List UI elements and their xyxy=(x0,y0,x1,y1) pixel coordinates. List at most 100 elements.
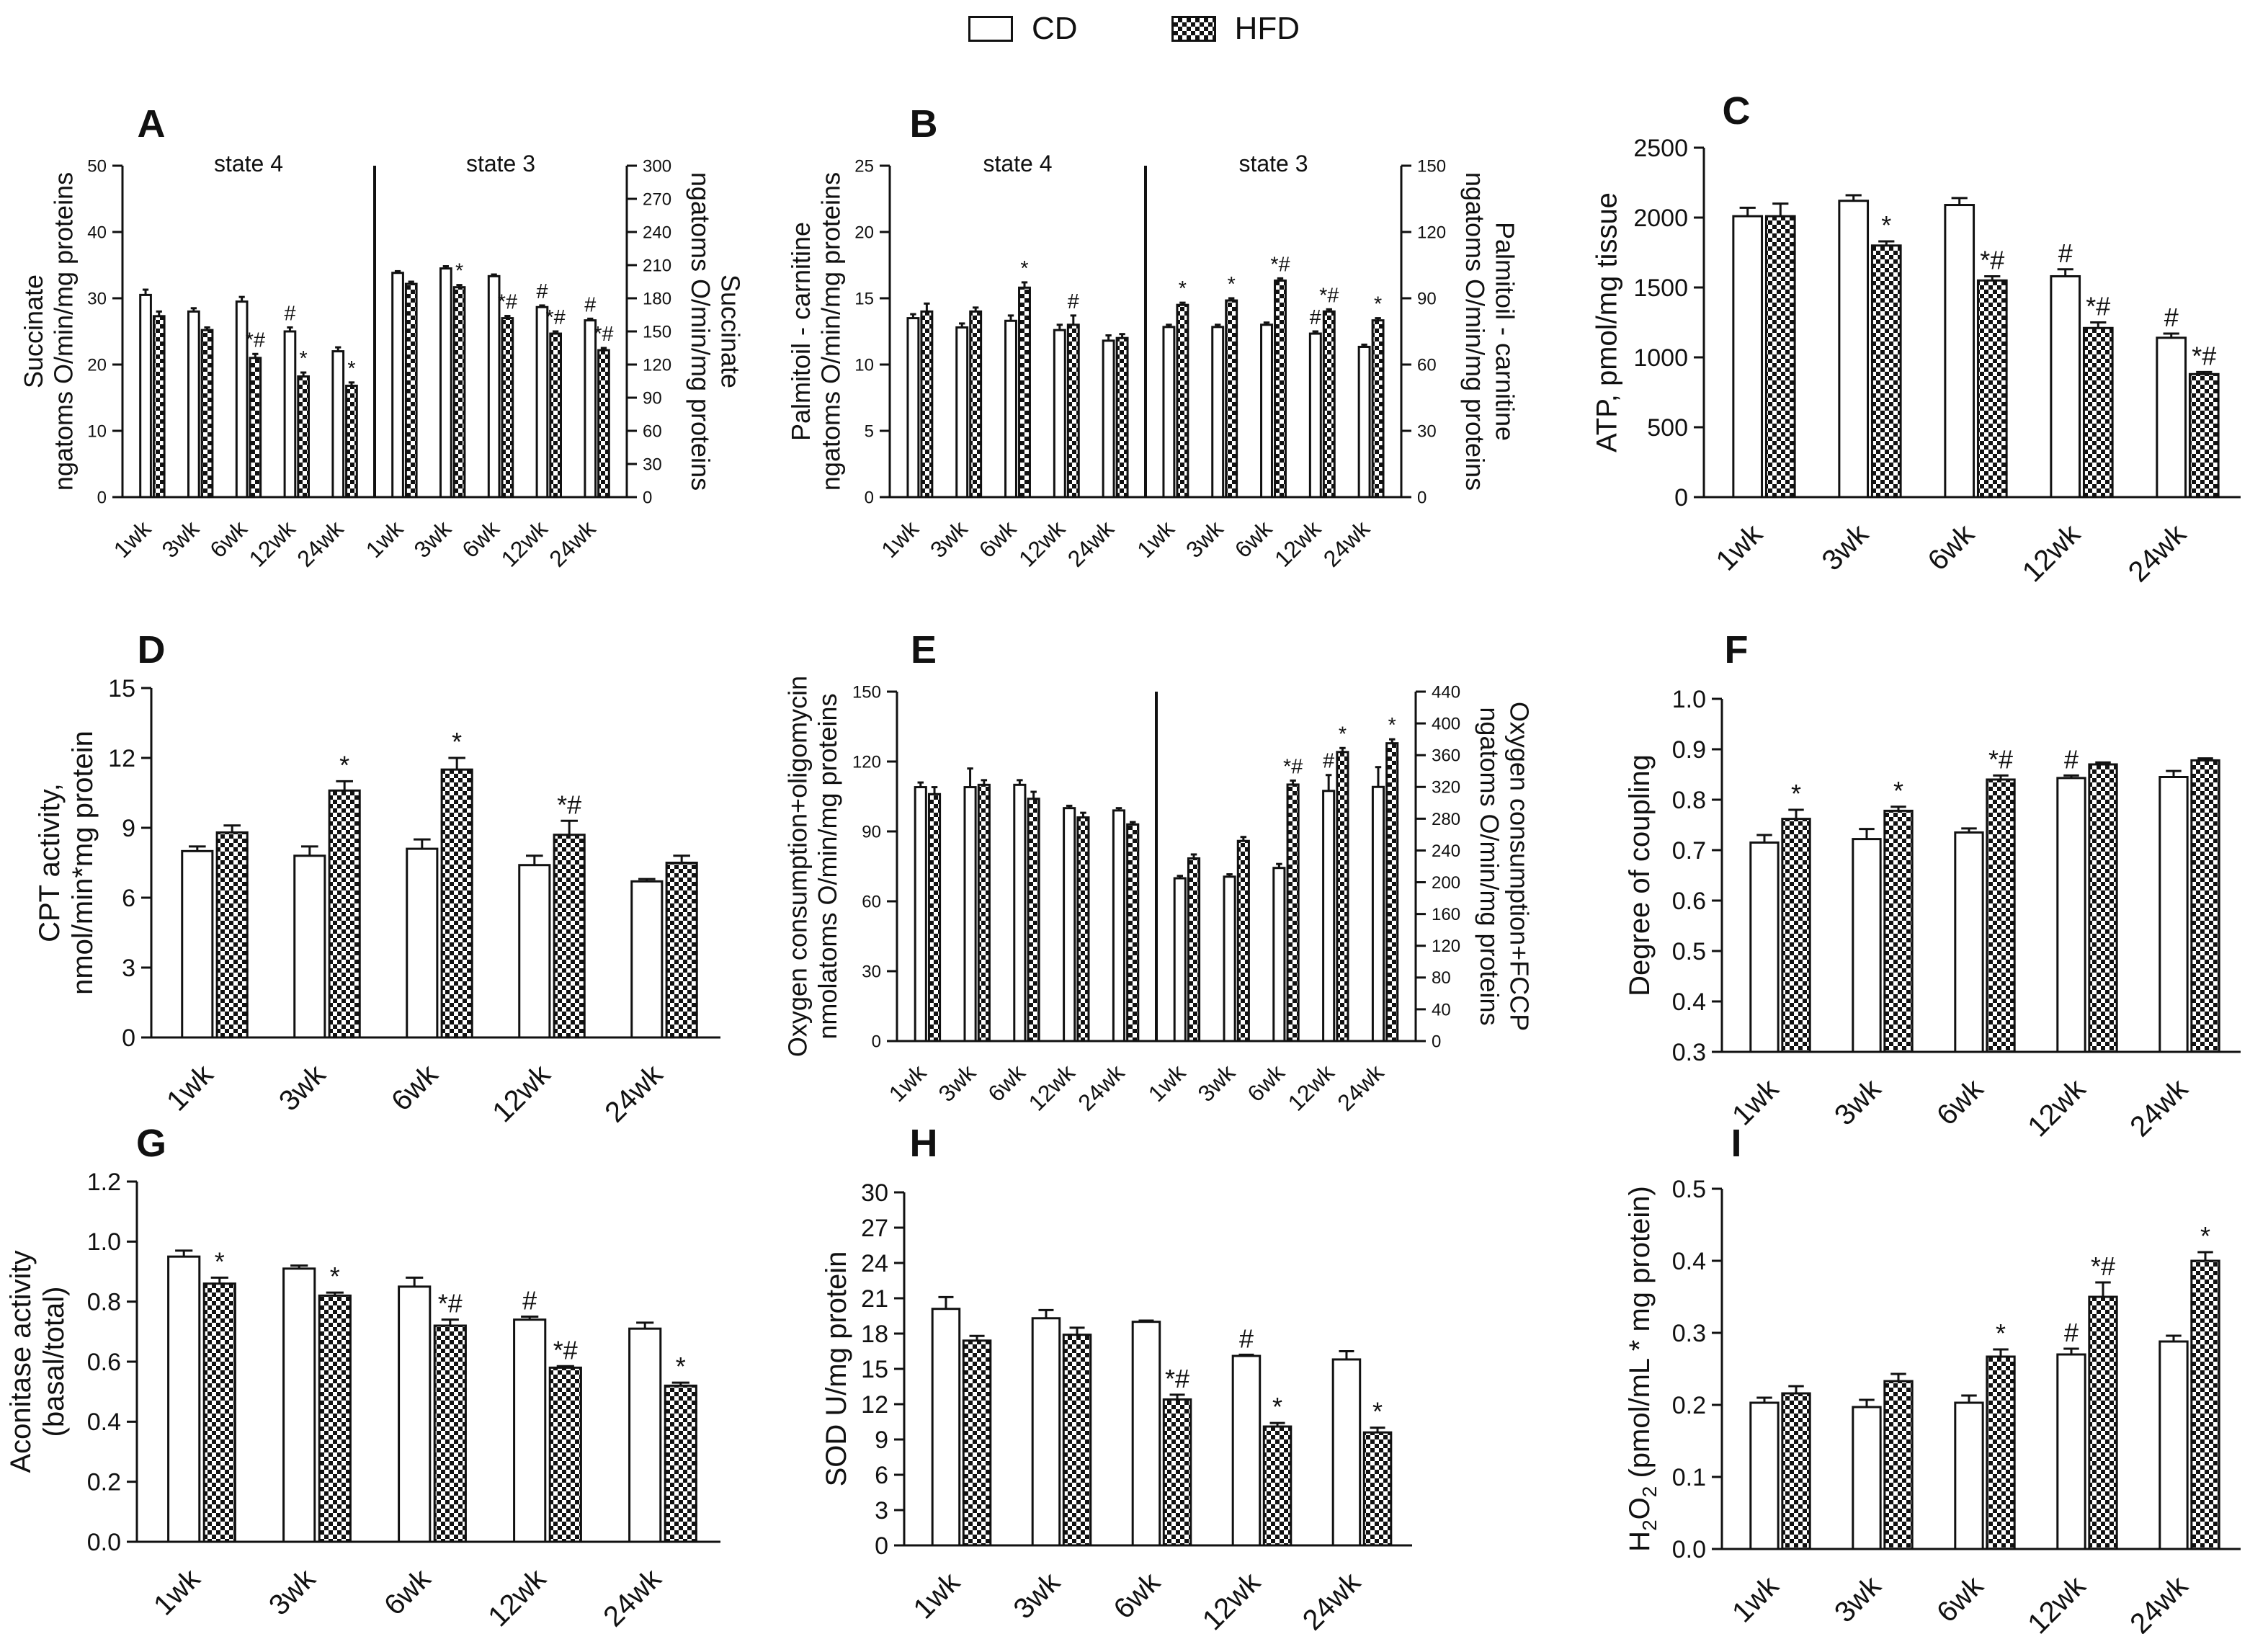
panel-h-letter: H xyxy=(910,1122,938,1165)
panel-f-left-tick-label-7: 1.0 xyxy=(1672,686,1706,713)
panel-e-s0-1wk-hfd-bar xyxy=(927,793,942,1043)
panel-e-s1-12wk-hfd-bar xyxy=(1336,751,1349,1043)
panel-a-right-tick-label-4: 120 xyxy=(643,355,671,375)
panel-h-s0-6wk-cd-bar xyxy=(1131,1321,1161,1547)
panel-h-left-tick-label-3: 9 xyxy=(875,1427,888,1454)
panel-c-s0-6wk-hfd-significance-mark: *# xyxy=(1980,245,2004,274)
panel-b-right-tick-label-1: 30 xyxy=(1417,421,1437,441)
panel-a-s1-x-tick-label-3wk: 3wk xyxy=(408,515,456,563)
panel-d-s0-3wk-cd-bar xyxy=(293,854,326,1039)
panel-e-s0-12wk-hfd-bar xyxy=(1076,816,1090,1043)
panel-b-s1-6wk-cd-bar xyxy=(1260,323,1273,499)
panel-a-right-tick-label-6: 180 xyxy=(643,289,671,308)
panel-i-s0-24wk-cd-bar xyxy=(2158,1340,2189,1550)
panel-a-s1-6wk-cd-bar xyxy=(487,274,501,499)
panel-c-letter: C xyxy=(1723,89,1751,133)
legend-item-hfd: HFD xyxy=(1171,11,1300,47)
panel-b-s0-12wk-hfd-significance-mark: # xyxy=(1068,290,1079,313)
panel-c: C 0 500 1000 1500 2000 2500 ATP, pmol/mg tissue… xyxy=(1591,89,2241,588)
panel-c-s0-6wk-cd-bar xyxy=(1944,204,1975,499)
panel-b-s0-12wk-hfd-bar xyxy=(1066,323,1080,499)
panel-d-left-tick-label-0: 0 xyxy=(122,1024,135,1052)
panel-h-left-tick-label-6: 18 xyxy=(861,1321,888,1348)
panel-e-right-tick-label-4: 160 xyxy=(1432,905,1460,924)
panel-e-s0-x-tick-label-6wk: 6wk xyxy=(983,1059,1030,1107)
panel-b-right-tick-label-4: 120 xyxy=(1417,223,1446,242)
panel-f-s0-x-tick-label-3wk: 3wk xyxy=(1829,1073,1888,1132)
panel-g-s0-x-tick-label-1wk: 1wk xyxy=(148,1563,207,1622)
panel-b-s1-section-label: state 3 xyxy=(1238,151,1308,177)
panel-c-left-axis-title-line-0: ATP, pmol/mg tissue xyxy=(1591,192,1622,452)
panel-e-left-tick-label-0: 0 xyxy=(872,1032,881,1051)
panel-e-right-tick-label-0: 0 xyxy=(1432,1032,1441,1051)
panel-g-left-axis-title-line-0: Aconitase activity xyxy=(5,1250,37,1473)
panel-a-s0-x-tick-label-1wk: 1wk xyxy=(109,515,156,563)
panel-h-s0-1wk-cd-bar xyxy=(931,1308,961,1547)
panel-b-left-axis-title-line-1: ngatoms O/min/mg proteins xyxy=(816,172,845,491)
panel-a-left-tick-label-4: 40 xyxy=(87,223,107,242)
panel-f-s0-6wk-cd-bar xyxy=(1954,831,1984,1053)
panel-e-s0-x-tick-label-1wk: 1wk xyxy=(884,1059,932,1107)
panel-e-s0-24wk-hfd-bar xyxy=(1126,823,1140,1043)
panel-g-s0-1wk-hfd-bar xyxy=(202,1282,236,1543)
panel-d-letter: D xyxy=(138,628,166,671)
panel-h-s0-6wk-hfd-bar xyxy=(1162,1398,1192,1547)
panel-d-s0-24wk-hfd-bar xyxy=(665,862,698,1039)
panel-i-letter: I xyxy=(1731,1122,1741,1165)
panel-b-s1-3wk-hfd-significance-mark: * xyxy=(1228,273,1236,296)
panel-a-right-tick-label-7: 210 xyxy=(643,256,671,275)
panel-g-s0-12wk-hfd-significance-mark: *# xyxy=(553,1335,578,1365)
panel-e-left-tick-label-3: 90 xyxy=(862,822,881,841)
panel-d-s0-6wk-hfd-bar xyxy=(440,768,473,1039)
panel-b-s1-x-tick-label-3wk: 3wk xyxy=(1181,515,1228,563)
panel-b-s1-24wk-hfd-significance-mark: * xyxy=(1374,293,1382,316)
panel-a-s0-6wk-cd-bar xyxy=(235,300,249,499)
panel-b-right-tick-label-3: 90 xyxy=(1417,289,1437,308)
panel-h-left-tick-label-5: 15 xyxy=(861,1356,888,1383)
legend-label-hfd: HFD xyxy=(1234,11,1300,46)
panel-e-s1-24wk-hfd-bar xyxy=(1385,742,1399,1043)
panel-f-left-tick-label-6: 0.9 xyxy=(1672,736,1706,764)
panel-e-right-axis-title-line-0: Oxygen consumption+FCCP xyxy=(1505,702,1535,1031)
panel-b-s1-x-tick-label-1wk: 1wk xyxy=(1132,515,1179,563)
panel-e-s1-6wk-cd-bar xyxy=(1272,867,1286,1043)
panel-e-s1-3wk-hfd-bar xyxy=(1236,839,1250,1043)
panel-e-letter: E xyxy=(911,628,937,671)
panel-e-left-axis-title-line-0: Oxygen consumption+oligomycin xyxy=(783,676,813,1057)
panel-f-s0-x-tick-label-6wk: 6wk xyxy=(1931,1073,1990,1132)
panel-d-left-tick-label-1: 3 xyxy=(122,955,135,982)
panel-i-s0-x-tick-label-6wk: 6wk xyxy=(1931,1570,1990,1629)
panel-i-s0-12wk-hfd-significance-mark: *# xyxy=(2091,1251,2115,1281)
panel-b-s0-6wk-hfd-bar xyxy=(1018,286,1031,499)
panel-b-s0-24wk-cd-bar xyxy=(1102,339,1115,499)
panel-e-right-tick-label-1: 40 xyxy=(1432,1000,1451,1019)
panel-c-s0-x-tick-label-24wk: 24wk xyxy=(2122,518,2193,589)
panel-h-s0-24wk-hfd-bar xyxy=(1362,1431,1393,1547)
panel-b-right-axis-title-line-1: ngatoms O/min/mg proteins xyxy=(1460,172,1490,491)
panel-e-right-tick-label-5: 200 xyxy=(1432,873,1460,893)
panel-b-s0-1wk-hfd-bar xyxy=(920,310,934,499)
panel-e-s1-6wk-hfd-significance-mark: *# xyxy=(1283,755,1303,778)
panel-a-s1-12wk-cd-bar xyxy=(535,305,549,499)
panel-e-left-axis-title-line-1: nmolatoms O/min/mg proteins xyxy=(813,693,842,1039)
panel-h-left-tick-label-7: 21 xyxy=(861,1285,888,1313)
panel-e-s1-24wk-cd-bar xyxy=(1371,785,1385,1043)
panel-e-s1-12wk-cd-significance-mark: # xyxy=(1323,750,1334,773)
panel-g-s0-x-tick-label-24wk: 24wk xyxy=(597,1563,668,1633)
panel-c-s0-24wk-cd-significance-mark: # xyxy=(2164,303,2179,332)
panel-a-s0-12wk-cd-bar xyxy=(283,330,297,499)
panel-i-s0-24wk-hfd-bar xyxy=(2190,1259,2220,1550)
panel-e-s1-1wk-cd-bar xyxy=(1173,877,1187,1043)
panel-d: D 0 3 6 9 12 15 CPT activity, nmol/min*mg protei… xyxy=(34,628,720,1128)
panel-d-s0-12wk-hfd-bar xyxy=(553,834,586,1039)
panel-a-right-tick-label-9: 270 xyxy=(643,189,671,209)
panel-e-s0-x-tick-label-3wk: 3wk xyxy=(933,1059,981,1107)
panel-i-left-tick-label-1: 0.1 xyxy=(1672,1464,1706,1491)
panel-g-left-axis-title-line-1: (basal/total) xyxy=(38,1287,70,1437)
panel-b-letter: B xyxy=(910,102,938,146)
panel-a-s1-24wk-cd-significance-mark: # xyxy=(584,293,596,316)
panel-b-left-tick-label-3: 15 xyxy=(854,289,874,308)
panel-b-left-tick-label-0: 0 xyxy=(865,488,874,507)
